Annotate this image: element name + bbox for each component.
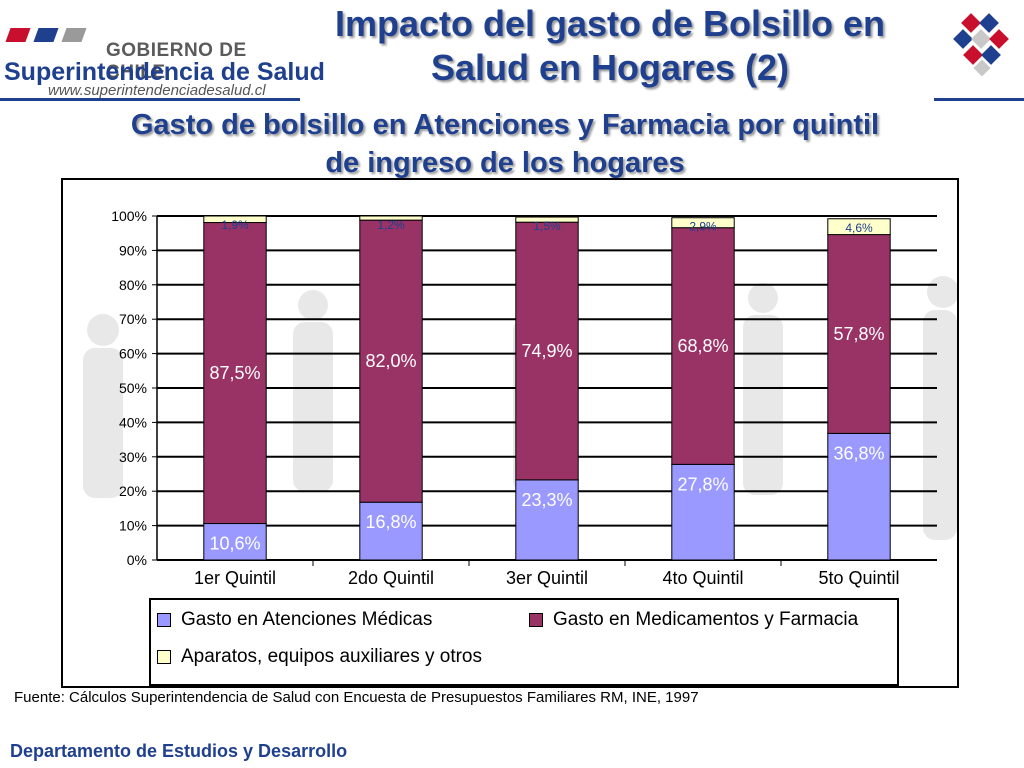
data-label-atenciones: 27,8%: [677, 474, 728, 494]
logo-stripe-gray: [61, 28, 87, 42]
x-tick-label: 2do Quintil: [348, 568, 434, 588]
data-label-medicamentos: 87,5%: [209, 363, 260, 383]
bar-segment: [203, 222, 267, 525]
y-tick-label: 20%: [119, 483, 147, 499]
bar-segment: [671, 463, 735, 561]
logo: GOBIERNO DE CHILE Superintendencia de Sa…: [0, 0, 325, 100]
bar-segment: [671, 217, 735, 229]
y-tick-label: 50%: [119, 380, 147, 396]
header-rule-left: [0, 98, 300, 101]
data-label-aparatos: 4,6%: [845, 221, 873, 235]
source-note: Fuente: Cálculos Superintendencia de Sal…: [14, 689, 699, 706]
bar-segment: [515, 221, 579, 481]
data-label-medicamentos: 68,8%: [677, 336, 728, 356]
cube-cluster: [953, 13, 1009, 77]
y-tick-label: 10%: [119, 518, 147, 534]
legend-item-atenciones: Gasto en Atenciones Médicas: [157, 609, 432, 631]
bar-segment: [359, 215, 423, 221]
logo-stripe-blue: [33, 28, 59, 42]
chart-frame: 0% 10% 20% 30% 40% 50% 60% 70% 80% 90% 100% 1er Qui…: [61, 178, 959, 688]
stacked-bar-chart: 0% 10% 20% 30% 40% 50% 60% 70% 80% 90% 100% 1er Qui…: [111, 208, 937, 588]
bar-segment: [671, 227, 735, 465]
data-label-aparatos: 1,2%: [377, 218, 405, 232]
y-tick-label: 40%: [119, 414, 147, 430]
y-tick-label: 90%: [119, 242, 147, 258]
y-tick-label: 80%: [119, 277, 147, 293]
subtitle-line2: de ingreso de los hogares: [325, 147, 685, 179]
data-label-aparatos: 1,5%: [533, 219, 561, 233]
y-tick-label: 60%: [119, 346, 147, 362]
page-title: Impacto del gasto de Bolsillo en Salud e…: [300, 2, 920, 90]
org-url: www.superintendenciadesalud.cl: [48, 82, 266, 99]
chart-subtitle: Gasto de bolsillo en Atenciones y Farmac…: [20, 106, 990, 182]
bar-segment: [827, 234, 891, 434]
bar-segment: [827, 432, 891, 561]
legend-label-medicamentos: Gasto en Medicamentos y Farmacia: [553, 609, 859, 630]
logo-stripe-red: [5, 28, 31, 42]
title-line1: Impacto del gasto de Bolsillo en: [334, 3, 886, 44]
bar-segment: [515, 216, 579, 223]
x-tick-label: 5to Quintil: [818, 568, 899, 588]
subtitle-line1: Gasto de bolsillo en Atenciones y Farmac…: [130, 109, 880, 141]
data-label-medicamentos: 57,8%: [833, 324, 884, 344]
data-label-aparatos: 1,9%: [221, 218, 249, 232]
data-label-medicamentos: 74,9%: [521, 341, 572, 361]
legend-swatch-medicamentos: [529, 613, 543, 627]
chart-legend: Gasto en Atenciones Médicas Gasto en Med…: [149, 598, 899, 686]
legend-item-aparatos: Aparatos, equipos auxiliares y otros: [157, 646, 482, 668]
org-line2: Superintendencia de Salud: [4, 58, 325, 86]
bar-segment: [203, 215, 267, 224]
bar-segment: [515, 479, 579, 561]
y-tick-label: 30%: [119, 449, 147, 465]
data-label-atenciones: 16,8%: [365, 512, 416, 532]
y-tick-label: 70%: [119, 311, 147, 327]
legend-label-aparatos: Aparatos, equipos auxiliares y otros: [181, 646, 482, 667]
bar-segment: [827, 218, 891, 236]
legend-swatch-atenciones: [157, 613, 171, 627]
legend-item-medicamentos: Gasto en Medicamentos y Farmacia: [529, 609, 858, 631]
y-tick-label: 100%: [111, 208, 147, 224]
department-footer: Departamento de Estudios y Desarrollo: [10, 741, 348, 761]
x-tick-label: 3er Quintil: [506, 568, 588, 588]
legend-swatch-aparatos: [157, 650, 171, 664]
title-line2: Salud en Hogares (2): [430, 47, 790, 88]
data-label-medicamentos: 82,0%: [365, 351, 416, 371]
bar-segment: [359, 501, 423, 561]
x-tick-label: 4to Quintil: [662, 568, 743, 588]
data-label-aparatos: 2,9%: [689, 220, 717, 234]
bar-segment: [359, 219, 423, 503]
data-label-atenciones: 23,3%: [521, 490, 572, 510]
y-tick-label: 0%: [127, 552, 147, 568]
legend-label-atenciones: Gasto en Atenciones Médicas: [181, 609, 433, 630]
flag-cube-icon: [953, 13, 1009, 77]
header-rule-right: [934, 98, 1024, 101]
org-line1: GOBIERNO DE CHILE: [106, 40, 247, 83]
bar-segment: [203, 523, 267, 561]
data-label-atenciones: 36,8%: [833, 443, 884, 463]
data-label-atenciones: 10,6%: [209, 534, 260, 554]
x-tick-label: 1er Quintil: [194, 568, 276, 588]
